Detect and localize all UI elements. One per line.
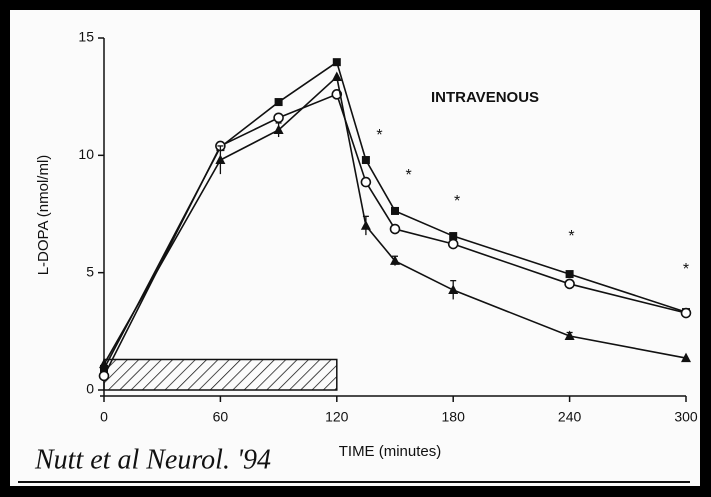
x-tick-label: 300	[674, 409, 698, 425]
marker	[100, 364, 108, 373]
marker	[565, 270, 574, 279]
marker	[273, 112, 284, 124]
y-tick-label: 10	[78, 146, 94, 162]
x-axis-label: TIME (minutes)	[339, 443, 442, 460]
marker	[360, 176, 372, 188]
marker	[447, 238, 459, 250]
y-tick-label: 15	[78, 29, 94, 45]
marker	[274, 98, 283, 107]
infusion-bar	[103, 358, 338, 391]
marker	[215, 154, 226, 165]
marker	[331, 71, 342, 81]
marker	[449, 232, 458, 241]
x-tick-label: 60	[213, 409, 229, 425]
y-axis-label: L-DOPA (nmol/ml)	[35, 155, 52, 276]
handwritten-note: Nutt et al Neurol. '94	[34, 444, 271, 475]
x-tick-label: 240	[558, 409, 582, 425]
y-tick-label: 0	[86, 381, 94, 397]
marker	[273, 124, 284, 134]
x-tick-label: 180	[442, 409, 466, 425]
y-tick-label: 5	[86, 263, 94, 279]
marker	[99, 358, 109, 369]
significance-star: *	[376, 127, 382, 144]
marker	[361, 156, 370, 165]
x-tick-label: 0	[100, 409, 108, 425]
significance-star: *	[568, 228, 574, 245]
marker	[391, 206, 399, 215]
marker	[390, 255, 400, 265]
marker	[681, 352, 691, 363]
significance-star: *	[405, 167, 411, 184]
marker	[564, 330, 575, 341]
marker	[389, 223, 401, 235]
marker	[448, 284, 459, 295]
significance-star: *	[683, 261, 689, 278]
marker	[564, 278, 575, 290]
panel	[10, 10, 700, 486]
marker	[98, 370, 110, 382]
x-tick-label: 120	[325, 409, 349, 425]
significance-star: *	[454, 193, 460, 210]
marker	[680, 307, 692, 319]
chart-title: INTRAVENOUS	[431, 89, 539, 106]
marker	[360, 220, 371, 230]
marker	[332, 58, 341, 67]
